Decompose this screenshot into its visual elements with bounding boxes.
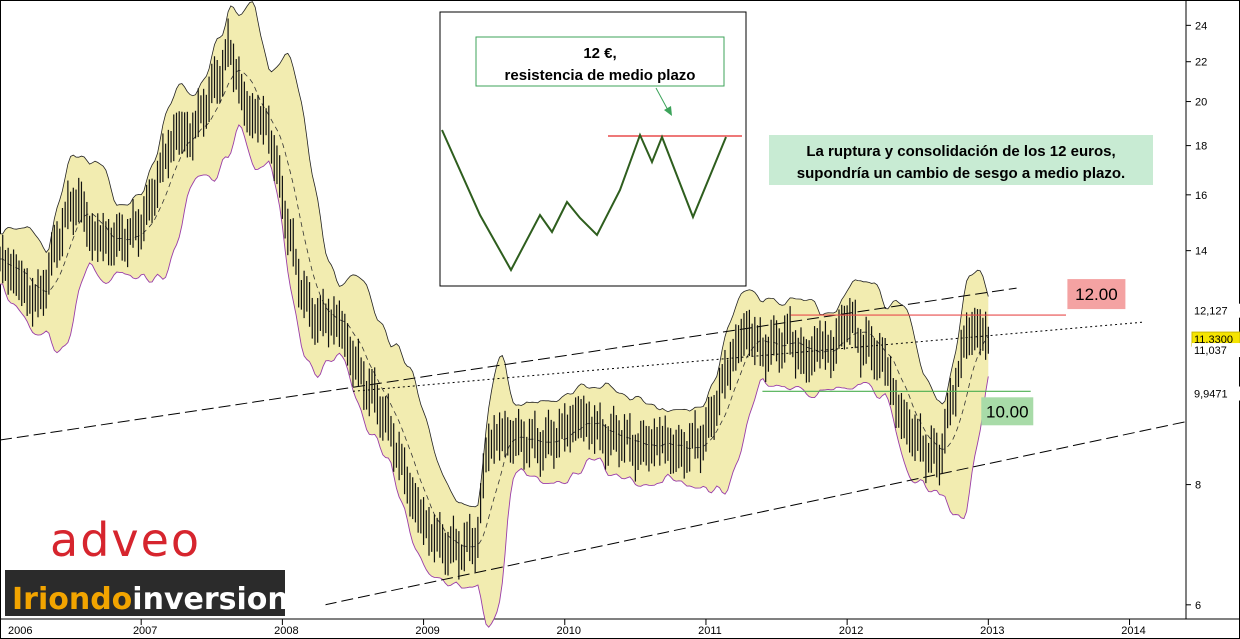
price-tag-label: 11,037 [1194,345,1227,357]
price-tag-bg [1192,343,1240,358]
brand-logo-text: Iriondoinversiones [12,582,327,617]
x-tick-label: 2014 [1121,625,1145,637]
price-tag-bg [1192,386,1240,401]
annotation-line2: supondría un cambio de sesgo a medio pla… [797,165,1125,182]
price-tag-bg [1192,303,1240,318]
resistance-label: 12.00 [1075,285,1118,304]
y-tick-label: 16 [1195,190,1207,202]
y-tick-label: 24 [1195,20,1207,32]
inset-note-line1: 12 €, [583,45,616,62]
y-tick-label: 20 [1195,97,1207,109]
moving-average [0,69,989,548]
x-tick-label: 2010 [557,625,581,637]
brand-logo-bg [5,570,285,616]
inset-note-line2: resistencia de medio plazo [505,67,696,84]
y-tick-label: 22 [1195,57,1207,69]
inset-note-box [475,36,725,87]
annotation-line1: La ruptura y consolidación de los 12 eur… [806,143,1115,160]
price-tag-label: 9,9471 [1194,389,1228,401]
price-tag-label: 12,127 [1194,306,1228,318]
x-tick-label: 2013 [980,625,1004,637]
x-axis: 2006 2007 2008 2009 2010 2011 2012 2013 2014 [0,619,1146,637]
inset-panel: 12 €, resistencia de medio plazo [439,11,747,287]
inset-arrow-shaft [655,87,670,113]
support-label-box [981,397,1034,426]
company-logo-text: adveo [50,513,201,567]
y-tick-label: 8 [1195,480,1201,492]
plot-area [0,1,1187,628]
band-upper [0,1,989,508]
x-tick-label: 2011 [698,625,722,637]
y-tick-label: 14 [1195,246,1207,258]
company-logo: adveo [50,513,201,567]
inset-arrow-head [664,106,672,116]
x-tick-label: 2006 [8,625,32,637]
x-tick-label: 2008 [274,625,298,637]
inset-price-line [441,129,727,273]
brand-logo-right: inversiones [132,582,327,617]
x-tick-label: 2012 [839,625,863,637]
channel-middle [352,321,1144,392]
x-tick-label: 2007 [133,625,157,637]
channel-lower [324,421,1187,606]
support-label: 10.00 [986,402,1029,421]
annotation: La ruptura y consolidación de los 12 eur… [769,135,1153,185]
level-lines: 12.00 10.00 [762,279,1126,426]
brand-logo-left: Iriondo [12,582,132,617]
y-tick-label: 18 [1195,141,1207,153]
band-lower [0,124,989,628]
resistance-label-box [1067,279,1126,310]
x-tick-label: 2009 [415,625,439,637]
annotation-box [769,135,1153,185]
y-axis: 6 8 14 16 18 20 22 24 [1186,20,1207,612]
brand-logo: Iriondoinversiones [5,570,327,617]
y-tick-label: 6 [1195,600,1201,612]
